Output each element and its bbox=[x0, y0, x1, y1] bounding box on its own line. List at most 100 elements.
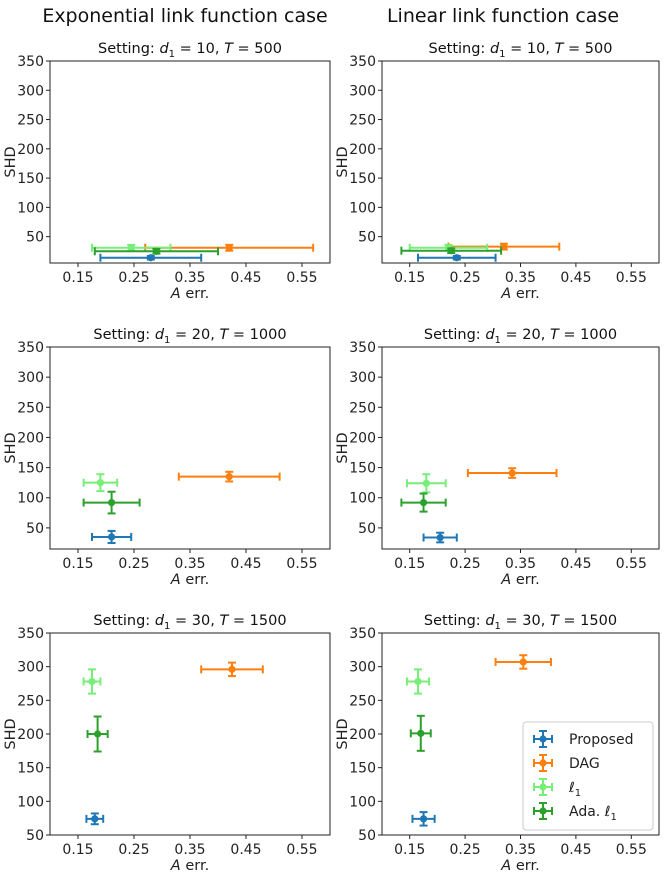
data-point bbox=[88, 677, 96, 686]
y-tick-label: 50 bbox=[26, 828, 44, 844]
y-tick-label: 200 bbox=[17, 142, 44, 158]
y-tick-label: 100 bbox=[17, 491, 44, 507]
y-tick-label: 100 bbox=[349, 794, 376, 810]
y-tick-label: 150 bbox=[349, 761, 376, 777]
y-axis-label: SHD bbox=[335, 146, 351, 177]
errorbar-ada-1 bbox=[400, 246, 503, 255]
x-tick-label: 0.35 bbox=[174, 556, 205, 572]
x-axis-label: A err. bbox=[500, 858, 539, 874]
x-tick-label: 0.45 bbox=[230, 556, 261, 572]
errorbar-proposed bbox=[91, 529, 133, 544]
y-tick-label: 150 bbox=[17, 761, 44, 777]
x-tick-label: 0.45 bbox=[560, 556, 591, 572]
x-tick-label: 0.25 bbox=[450, 556, 481, 572]
legend-item: ℓ1 bbox=[533, 778, 581, 799]
errorbar-dag bbox=[200, 661, 264, 678]
x-tick-label: 0.45 bbox=[560, 842, 591, 858]
x-axis-label: A err. bbox=[500, 286, 539, 302]
plot-frame bbox=[381, 60, 660, 264]
y-tick-label: 300 bbox=[17, 370, 44, 386]
y-tick-label: 200 bbox=[349, 430, 376, 446]
x-tick-label: 0.15 bbox=[62, 556, 93, 572]
data-point bbox=[96, 479, 104, 487]
x-axis-label: A err. bbox=[170, 286, 209, 302]
x-tick-label: 0.25 bbox=[450, 270, 481, 286]
y-tick-label: 250 bbox=[349, 400, 376, 416]
legend-item: DAG bbox=[533, 754, 600, 772]
chart-title: Setting: d1 = 10, T = 500 bbox=[429, 41, 613, 60]
y-tick-label: 250 bbox=[349, 113, 376, 129]
y-tick-label: 300 bbox=[349, 660, 376, 676]
y-tick-label: 50 bbox=[358, 828, 376, 844]
x-tick-label: 0.35 bbox=[505, 842, 536, 858]
x-tick-label: 0.35 bbox=[505, 556, 536, 572]
errorbar-ada-1 bbox=[400, 492, 447, 513]
x-tick-label: 0.45 bbox=[230, 842, 261, 858]
y-tick-label: 100 bbox=[349, 200, 376, 216]
y-tick-label: 350 bbox=[17, 340, 44, 356]
y-tick-label: 100 bbox=[17, 794, 44, 810]
y-tick-label: 350 bbox=[349, 626, 376, 642]
x-axis-label: A err. bbox=[170, 572, 209, 588]
legend-label: Proposed bbox=[569, 732, 633, 748]
data-point bbox=[508, 469, 516, 477]
errorbar-proposed bbox=[417, 253, 497, 262]
errorbar-proposed bbox=[411, 811, 436, 827]
x-tick-label: 0.35 bbox=[174, 842, 205, 858]
y-tick-label: 100 bbox=[17, 200, 44, 216]
y-axis-label: SHD bbox=[335, 718, 351, 749]
y-tick-label: 50 bbox=[26, 521, 44, 537]
data-point bbox=[436, 533, 444, 542]
chart-title: Setting: d1 = 20, T = 1000 bbox=[424, 327, 617, 346]
x-tick-label: 0.55 bbox=[616, 556, 647, 572]
y-tick-label: 250 bbox=[349, 693, 376, 709]
plot-frame bbox=[49, 346, 331, 550]
x-tick-label: 0.15 bbox=[394, 556, 425, 572]
column-title-right: Linear link function case bbox=[387, 5, 619, 27]
legend-item: Proposed bbox=[533, 730, 633, 748]
x-tick-label: 0.55 bbox=[286, 270, 317, 286]
chart-panel-2: Setting: d1 = 10, T = 500 50 100 150 200 250 3… bbox=[335, 41, 660, 302]
x-axis-label: A err. bbox=[170, 858, 209, 874]
x-tick-label: 0.55 bbox=[616, 270, 647, 286]
chart-panel-6: Setting: d1 = 30, T = 1500 50 100 150 200 250… bbox=[335, 613, 660, 874]
y-tick-label: 150 bbox=[349, 461, 376, 477]
y-axis-label: SHD bbox=[3, 146, 19, 177]
errorbar-proposed bbox=[422, 531, 458, 544]
y-tick-label: 350 bbox=[17, 54, 44, 70]
data-point bbox=[147, 254, 155, 262]
errorbar-dag bbox=[494, 654, 552, 670]
y-tick-label: 200 bbox=[17, 430, 44, 446]
x-tick-label: 0.25 bbox=[118, 270, 149, 286]
data-point bbox=[225, 244, 233, 252]
data-point bbox=[419, 498, 428, 507]
chart-title: Setting: d1 = 30, T = 1500 bbox=[424, 613, 617, 632]
data-point bbox=[225, 473, 233, 481]
y-tick-label: 300 bbox=[349, 370, 376, 386]
x-tick-label: 0.55 bbox=[286, 842, 317, 858]
y-tick-label: 300 bbox=[17, 83, 44, 99]
y-tick-label: 200 bbox=[349, 142, 376, 158]
y-tick-label: 250 bbox=[17, 400, 44, 416]
data-point bbox=[414, 677, 422, 686]
y-tick-label: 150 bbox=[17, 461, 44, 477]
errorbar--1 bbox=[82, 473, 119, 493]
y-tick-label: 200 bbox=[349, 727, 376, 743]
x-tick-label: 0.25 bbox=[450, 842, 481, 858]
y-tick-label: 250 bbox=[17, 693, 44, 709]
errorbar-ada-1 bbox=[409, 714, 432, 752]
y-tick-label: 50 bbox=[358, 230, 376, 246]
errorbar-dag bbox=[177, 470, 281, 483]
errorbar-proposed bbox=[85, 812, 105, 826]
data-point bbox=[519, 658, 527, 666]
y-tick-label: 150 bbox=[349, 171, 376, 187]
y-tick-label: 300 bbox=[349, 83, 376, 99]
x-tick-label: 0.55 bbox=[616, 842, 647, 858]
errorbar--1 bbox=[82, 668, 102, 695]
x-tick-label: 0.45 bbox=[560, 270, 591, 286]
x-axis-label: A err. bbox=[500, 572, 539, 588]
plot-frame bbox=[381, 346, 660, 550]
chart-title: Setting: d1 = 20, T = 1000 bbox=[93, 327, 286, 346]
errorbar-dag bbox=[144, 243, 315, 252]
y-tick-label: 50 bbox=[26, 230, 44, 246]
